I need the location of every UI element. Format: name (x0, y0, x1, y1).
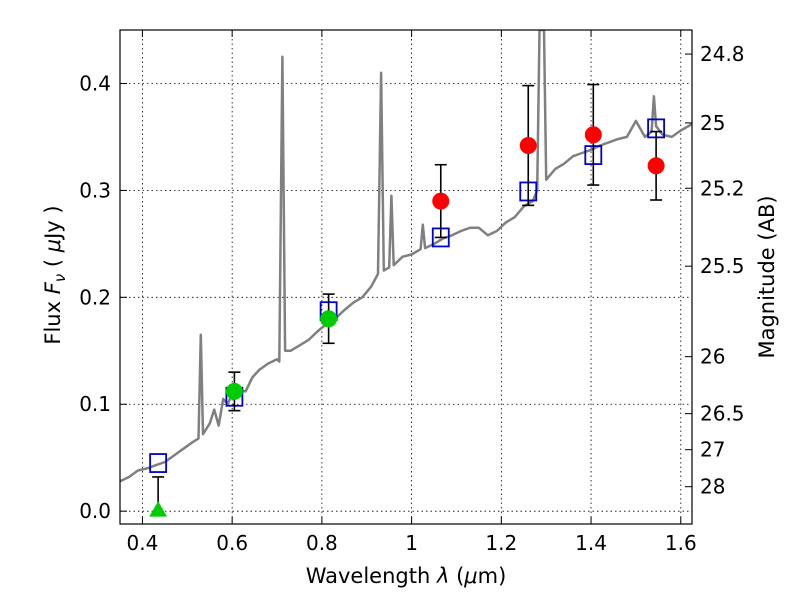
y-tick-label: 0.2 (79, 285, 111, 309)
y-axis-label-unit-open: ( (41, 252, 65, 274)
plot-frame (119, 29, 693, 525)
y2-tick-label: 25.5 (700, 254, 745, 278)
y2-tick-label: 28 (700, 475, 725, 499)
y-tick-label: 0.0 (79, 499, 111, 523)
series-layer (120, 30, 692, 517)
y-tick-label: 0.3 (79, 178, 111, 202)
y2-tick-label: 27 (700, 438, 725, 462)
y2-tick-label: 25 (700, 111, 725, 135)
observed-point (647, 157, 665, 175)
upper-limit-triangle (149, 501, 167, 517)
observed-point (432, 192, 450, 210)
observed-point (519, 136, 537, 154)
x-tick-label: 1.6 (665, 531, 697, 555)
x-axis-label-unit-close: m) (478, 564, 507, 588)
y-axis-label-unit-mu: μ (41, 239, 65, 253)
y2-axis-label: Magnitude (AB) (755, 195, 779, 358)
x-axis-label-unit-mu: μ (463, 564, 477, 588)
observed-point (225, 382, 243, 400)
y-axis-label: Flux Fν ( μJy ) (41, 205, 69, 344)
y-axis-label-unit-close: Jy ) (41, 205, 65, 241)
y-tick-label: 0.1 (79, 392, 111, 416)
x-axis-label-unit-open: ( (449, 564, 464, 588)
grid (120, 30, 692, 524)
x-axis-label-symbol: λ (436, 564, 449, 588)
model-photometry-square (149, 453, 168, 473)
y2-tick-label: 25.2 (700, 176, 745, 200)
x-tick-label: 1 (405, 531, 418, 555)
x-axis-label: Wavelength λ (μm) (306, 564, 507, 588)
x-tick-label: 1.2 (485, 531, 517, 555)
y2-tick-label: 26.5 (700, 402, 745, 426)
observed-point (584, 126, 602, 144)
x-tick-label: 0.8 (306, 531, 338, 555)
observed-point (320, 310, 338, 328)
y2-tick-label: 26 (700, 345, 725, 369)
ticks: 0.4 0.6 0.8 1 1.2 1.4 1.6 0.0 0.1 0.2 0.3 0.4 24.8 25… (79, 30, 745, 555)
x-tick-label: 0.6 (216, 531, 248, 555)
y-tick-label: 0.4 (79, 71, 111, 95)
y-axis-label-prefix: Flux (41, 294, 65, 344)
y-axis-label-symbol: F (41, 281, 65, 294)
y2-tick-label: 24.8 (700, 42, 745, 66)
spectrum-line (120, 30, 692, 483)
y-axis-label-subscript: ν (51, 274, 69, 282)
x-axis-label-prefix: Wavelength (306, 564, 437, 588)
x-tick-label: 0.4 (127, 531, 159, 555)
x-tick-label: 1.4 (575, 531, 607, 555)
